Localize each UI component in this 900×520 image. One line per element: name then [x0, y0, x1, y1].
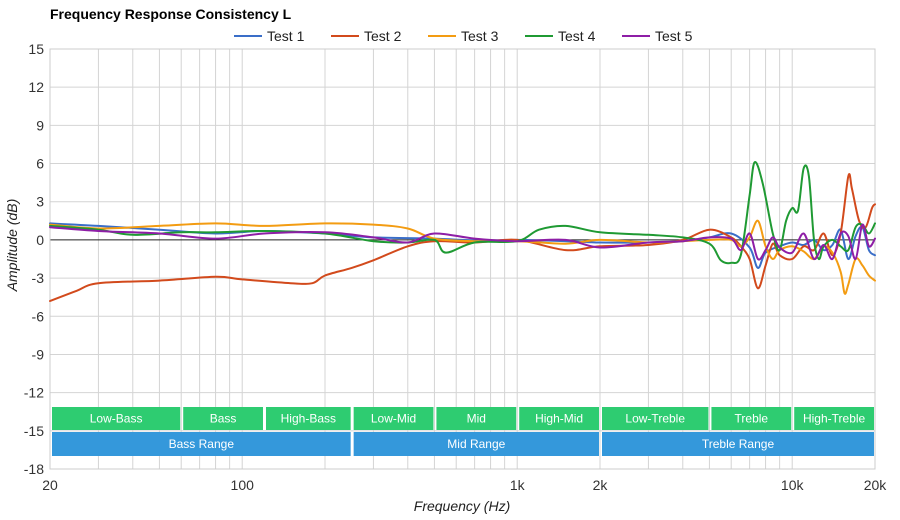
- range-bands: Low-Bass Bass High-Bass Low-Mid Mid High-Mid L…: [52, 407, 874, 456]
- sub-range-band: [353, 407, 434, 430]
- x-axis-title: Frequency (Hz): [414, 498, 510, 514]
- sub-range-band-label: Bass: [210, 412, 237, 426]
- sub-range-band: [602, 407, 709, 430]
- range-band: [52, 432, 351, 456]
- sub-range-band-label: Low-Treble: [625, 412, 685, 426]
- y-tick-label: -18: [24, 461, 44, 477]
- series-line-test-5: [49, 223, 876, 261]
- y-tick-label: -6: [32, 308, 45, 324]
- series-lines: [49, 161, 876, 302]
- sub-range-band-label: High-Bass: [281, 412, 336, 426]
- sub-range-band-label: Treble: [735, 412, 769, 426]
- legend-label-test-2: Test 2: [364, 28, 402, 44]
- range-band: [353, 432, 599, 456]
- chart-title: Frequency Response Consistency L: [50, 6, 292, 22]
- sub-range-band-label: High-Treble: [803, 412, 866, 426]
- y-tick-label: 12: [28, 79, 44, 95]
- y-axis-title: Amplitude (dB): [4, 199, 20, 293]
- grid: [49, 48, 876, 470]
- x-tick-label: 100: [231, 477, 255, 493]
- x-tick-label: 1k: [510, 477, 526, 493]
- sub-range-band: [436, 407, 517, 430]
- sub-range-band: [183, 407, 263, 430]
- y-tick-label: -3: [32, 270, 45, 286]
- y-tick-label: 6: [36, 156, 44, 172]
- y-tick-label: 0: [36, 232, 44, 248]
- range-band: [602, 432, 874, 456]
- sub-range-band-label: Mid: [467, 412, 486, 426]
- x-tick-label: 10k: [781, 477, 805, 493]
- sub-range-band: [794, 407, 874, 430]
- range-band-label: Treble Range: [702, 437, 775, 451]
- legend-label-test-3: Test 3: [461, 28, 499, 44]
- sub-range-band: [52, 407, 181, 430]
- legend-label-test-1: Test 1: [267, 28, 305, 44]
- legend-label-test-4: Test 4: [558, 28, 596, 44]
- series-line-test-3: [49, 219, 876, 295]
- range-band-label: Mid Range: [447, 437, 505, 451]
- range-band-label: Bass Range: [169, 437, 235, 451]
- y-tick-label: -9: [32, 346, 45, 362]
- sub-range-band: [711, 407, 792, 430]
- y-tick-label: -15: [24, 423, 44, 439]
- x-tick-label: 20k: [864, 477, 888, 493]
- plot-frame: [49, 48, 876, 470]
- legend-label-test-5: Test 5: [655, 28, 693, 44]
- sub-range-band: [265, 407, 351, 430]
- sub-range-band-label: Low-Mid: [371, 412, 416, 426]
- sub-range-band: [519, 407, 599, 430]
- sub-range-band-label: Low-Bass: [90, 412, 143, 426]
- x-tick-label: 2k: [593, 477, 609, 493]
- x-tick-label: 20: [42, 477, 58, 493]
- sub-range-band-label: High-Mid: [535, 412, 583, 426]
- series-line-test-4: [49, 161, 876, 265]
- legend: Test 1 Test 2 Test 3 Test 4 Test 5: [234, 28, 693, 44]
- y-tick-label: 3: [36, 194, 44, 210]
- y-tick-label: -12: [24, 385, 44, 401]
- y-tick-label: 15: [28, 41, 44, 57]
- y-tick-label: 9: [36, 117, 44, 133]
